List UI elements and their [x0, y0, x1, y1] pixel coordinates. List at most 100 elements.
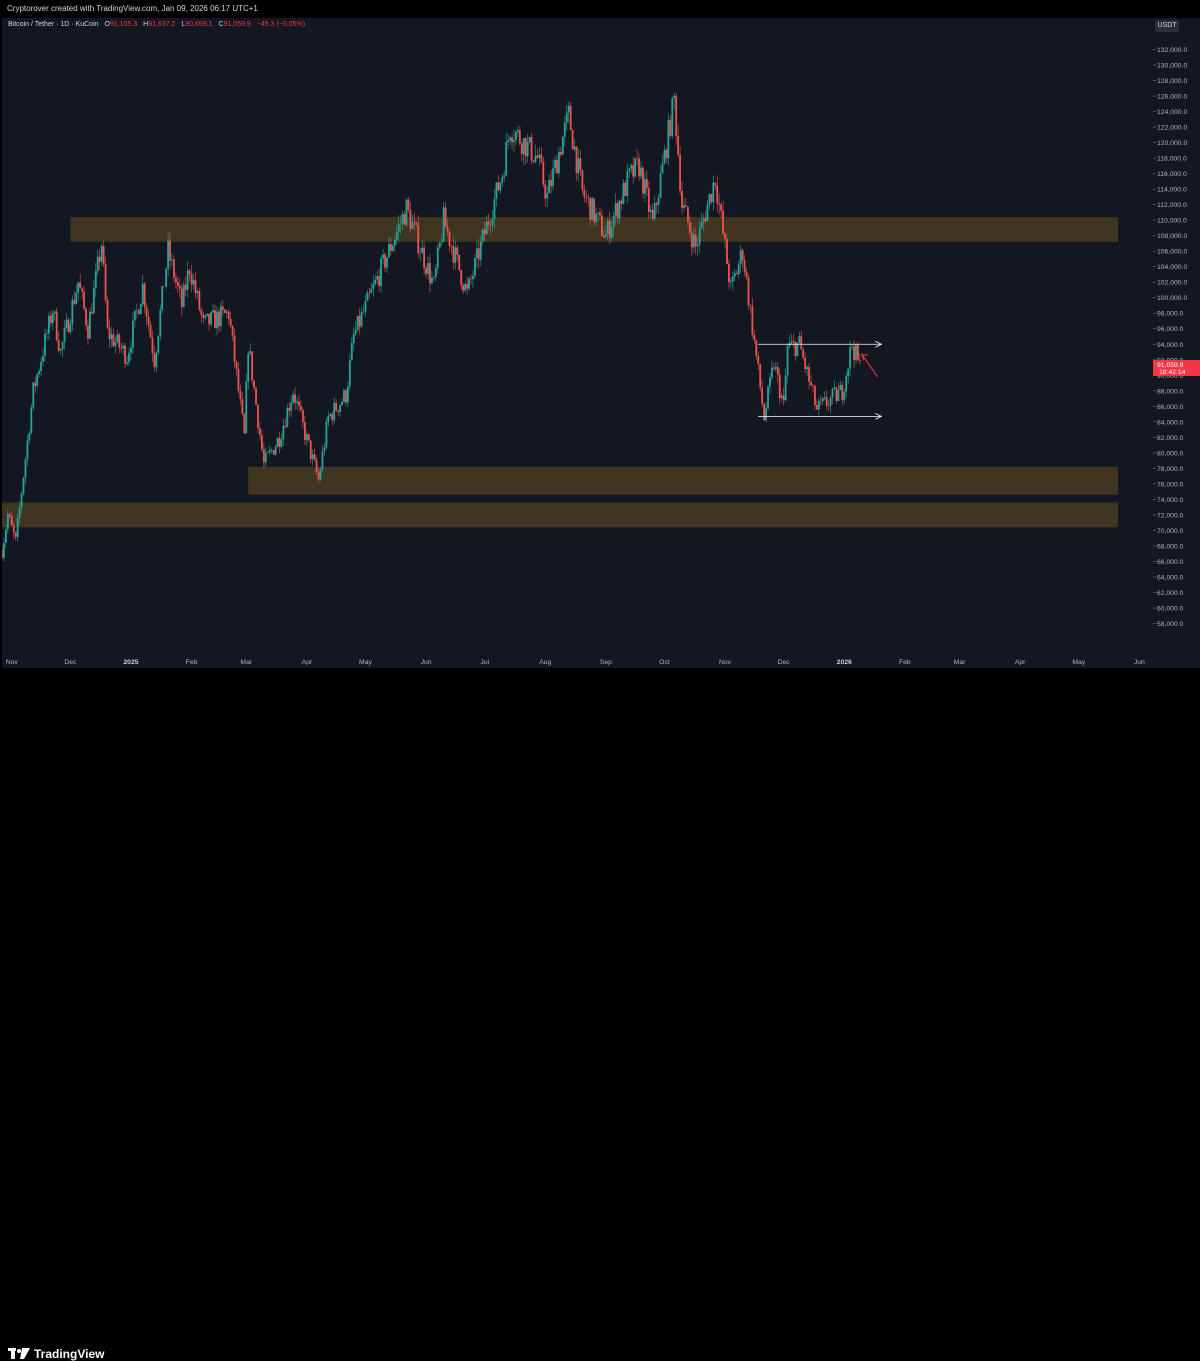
candle-body	[444, 207, 447, 227]
candle-body	[40, 361, 42, 371]
price-tick-label: 122,000.0	[1157, 125, 1187, 132]
candle-body	[206, 313, 209, 316]
time-axis[interactable]: Nov Dec 2025 Feb Mar Apr May Jun Jul Aug Sep Oct Nov…	[2, 652, 1153, 668]
candle-body	[425, 267, 427, 274]
price-axis[interactable]: 58,000.0 60,000.0 62,000.0 64,000.0 66,000.0…	[1153, 18, 1200, 668]
candle-body	[67, 319, 70, 333]
price-axis-scale[interactable]: 58,000.0 60,000.0 62,000.0 64,000.0 66,000.0…	[1153, 18, 1200, 668]
candle-body	[309, 440, 312, 460]
candle-body	[778, 374, 781, 399]
symbol-legend[interactable]: Bitcoin / Tether · 1D · KuCoin O91,105.3…	[8, 21, 305, 28]
price-chart[interactable]	[1, 18, 1153, 668]
candle-body	[341, 401, 343, 405]
candle-body	[249, 351, 252, 354]
candle-body	[100, 245, 103, 262]
candle-body	[559, 152, 562, 155]
price-tick-label: 62,000.0	[1157, 590, 1184, 597]
candle-body	[485, 221, 488, 235]
candle-body	[618, 200, 621, 219]
tradingview-logo-icon	[8, 1348, 30, 1359]
price-tick-label: 108,000.0	[1157, 233, 1187, 240]
candle-body	[137, 309, 140, 315]
candle-body	[431, 277, 433, 284]
candle-body	[110, 334, 113, 340]
price-tick-label: 102,000.0	[1157, 280, 1187, 287]
candle-body	[483, 229, 486, 235]
time-axis-label: May	[359, 659, 372, 666]
candle-body	[132, 320, 134, 348]
candle-body	[290, 402, 293, 411]
currency-label[interactable]: USDT	[1155, 20, 1179, 32]
candle-body	[401, 214, 404, 224]
candle-body	[794, 341, 797, 357]
candle-body	[112, 334, 115, 347]
price-tick-label: 126,000.0	[1157, 94, 1187, 101]
candle-body	[73, 299, 76, 304]
candle-body	[124, 345, 127, 364]
candle-body	[429, 262, 431, 284]
candle-body	[288, 407, 291, 411]
candle-body	[53, 311, 56, 314]
candle-body	[737, 264, 740, 275]
candle-body	[153, 353, 156, 368]
candle-body	[810, 381, 812, 386]
candle-body	[30, 407, 33, 433]
range-line-arrowhead	[875, 413, 883, 420]
candle-body	[204, 315, 207, 318]
price-tick-label: 64,000.0	[1157, 574, 1184, 581]
candle-body	[602, 235, 605, 238]
candle-body	[722, 210, 724, 234]
candle-body	[311, 454, 314, 460]
candle-body	[253, 380, 255, 389]
candle-body	[227, 311, 230, 319]
candle-body	[317, 472, 320, 480]
candle-body	[22, 477, 25, 494]
candle-body	[274, 446, 277, 455]
time-axis-scale[interactable]: Nov Dec 2025 Feb Mar Apr May Jun Jul Aug Sep Oct Nov…	[2, 652, 1153, 668]
price-tick-label: 80,000.0	[1157, 450, 1184, 457]
chart-pane[interactable]	[1, 18, 1153, 668]
candle-body	[690, 232, 693, 248]
candle-body	[231, 325, 234, 336]
price-zone	[2, 502, 1118, 528]
candle-body	[817, 400, 820, 410]
candle-body	[667, 120, 670, 159]
candle-body	[391, 246, 394, 252]
candle-body	[147, 316, 150, 325]
price-tick-label: 110,000.0	[1157, 218, 1187, 225]
price-tick-label: 68,000.0	[1157, 543, 1184, 550]
candle-body	[255, 388, 257, 405]
candle-body	[296, 401, 298, 403]
current-price-tag	[1153, 360, 1200, 377]
price-tick-label: 66,000.0	[1157, 559, 1184, 566]
time-axis-label: Mar	[240, 659, 252, 666]
candle-body	[601, 215, 603, 236]
candle-body	[497, 182, 500, 191]
candle-body	[565, 112, 568, 123]
candle-body	[614, 203, 617, 216]
candle-body	[208, 313, 211, 325]
candle-body	[1, 549, 3, 558]
candle-body	[796, 342, 799, 357]
candle-body	[532, 160, 535, 162]
candle-body	[821, 398, 824, 402]
candle-body	[790, 341, 793, 344]
candle-body	[126, 362, 128, 364]
candle-body	[36, 374, 39, 386]
candle-body	[298, 401, 300, 406]
candle-body	[79, 282, 82, 289]
candle-body	[65, 319, 68, 328]
price-tick-label: 118,000.0	[1157, 156, 1187, 163]
candle-body	[815, 405, 818, 410]
candle-body	[552, 168, 554, 187]
tradingview-logo[interactable]: TradingView	[8, 1347, 104, 1361]
candle-body	[94, 270, 97, 288]
candle-body	[307, 434, 310, 441]
candle-body	[237, 368, 240, 391]
candle-body	[599, 212, 601, 216]
candle-body	[356, 315, 359, 330]
candle-body	[85, 308, 87, 326]
candle-body	[302, 410, 304, 423]
candle-body	[282, 425, 285, 440]
candle-body	[335, 402, 338, 411]
